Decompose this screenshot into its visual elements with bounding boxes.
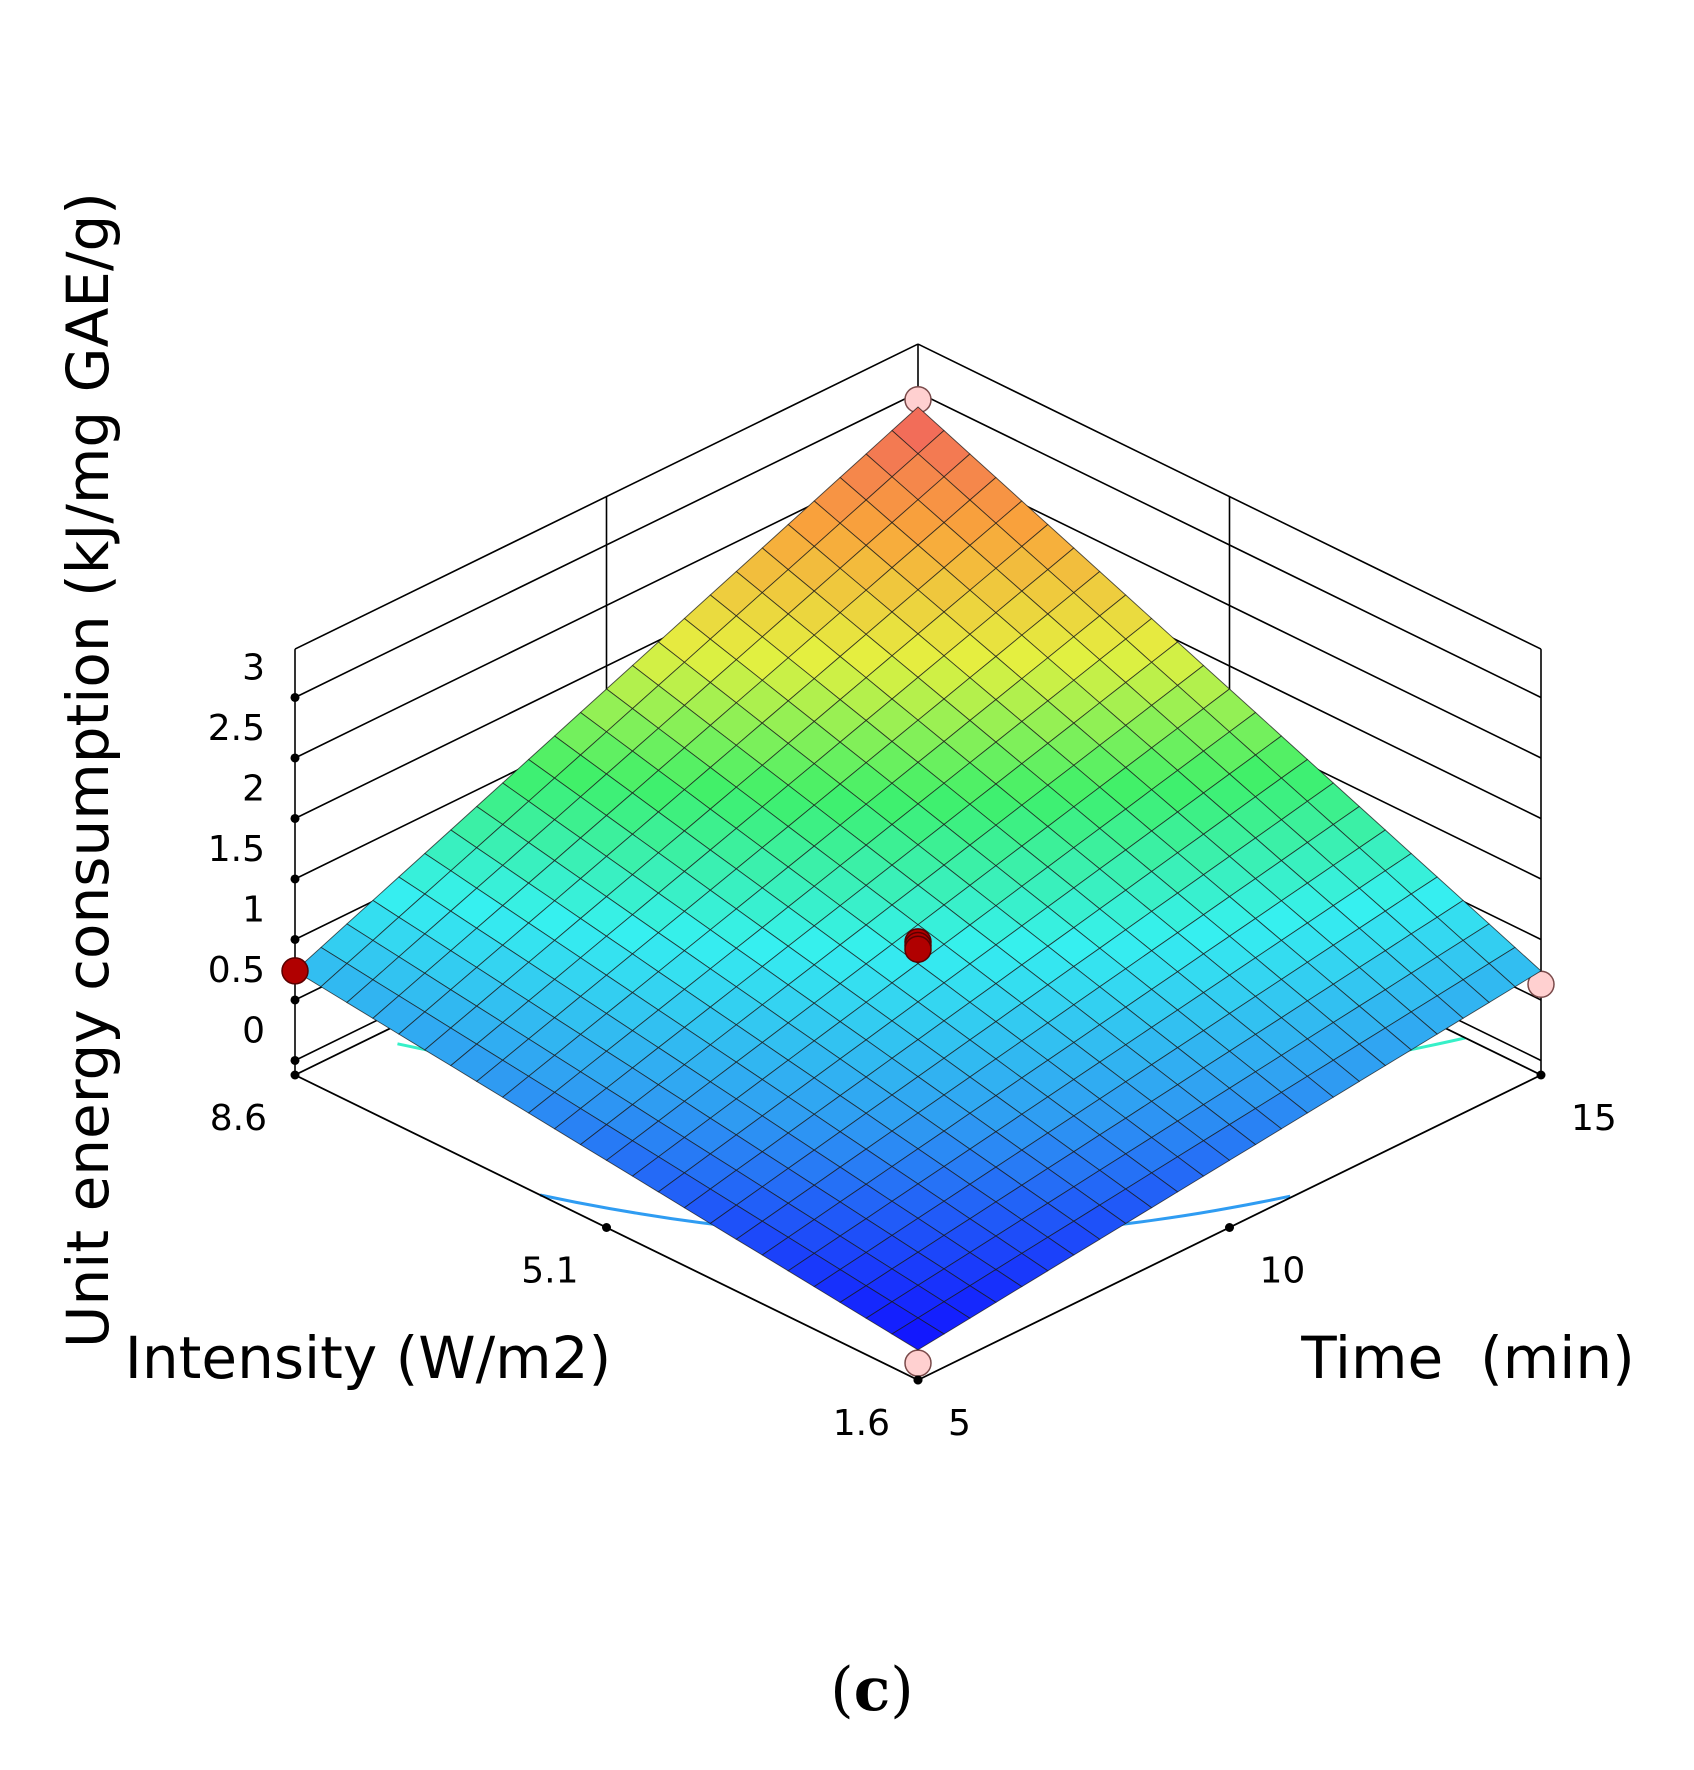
z-tick-mark-1	[290, 995, 300, 1005]
x-tick-label-2: 15	[1571, 1098, 1617, 1139]
z-tick-label-0: 0	[242, 1010, 265, 1051]
x-tick-label-1: 10	[1260, 1251, 1306, 1292]
z-tick-label-2: 1	[242, 889, 265, 930]
y-tick-mark-2	[290, 1070, 300, 1080]
figure-caption: (c)	[830, 1655, 913, 1725]
x-axis-title: Time (min)	[1300, 1324, 1634, 1392]
z-tick-label-6: 3	[242, 647, 265, 688]
z-tick-mark-2	[290, 934, 300, 944]
caption-letter: c	[854, 1655, 891, 1725]
design-points-above	[281, 928, 932, 985]
design-points-below	[904, 385, 1555, 1377]
z-tick-mark-0	[290, 1055, 300, 1065]
caption-open: (	[830, 1655, 853, 1725]
response-surface	[294, 406, 1542, 1351]
y-axis-title: Intensity (W/m2)	[125, 1324, 611, 1392]
x-tick-mark-1	[1225, 1223, 1234, 1232]
z-tick-mark-4	[290, 813, 300, 823]
y-tick-label-0: 1.6	[833, 1403, 890, 1444]
caption-close: )	[890, 1655, 913, 1725]
design-point-6	[904, 1349, 932, 1377]
z-tick-label-5: 2.5	[208, 708, 265, 749]
z-tick-mark-6	[290, 692, 300, 702]
y-tick-label-1: 5.1	[521, 1251, 578, 1292]
design-point-0	[281, 957, 309, 985]
z-tick-mark-3	[290, 874, 300, 884]
surface-cell	[891, 1317, 945, 1351]
z-tick-mark-5	[290, 753, 300, 763]
x-tick-mark-0	[913, 1375, 923, 1385]
axis-ticks: 0 0.5 1 1.5 2 2.5 3 1.6 5.1 8.6 5 10 15	[208, 647, 1617, 1444]
z-tick-label-3: 1.5	[208, 829, 265, 870]
y-tick-mark-1	[602, 1223, 611, 1232]
z-axis-title: Unit energy consumption (kJ/mg GAE/g)	[54, 192, 122, 1348]
design-point-3	[904, 935, 932, 963]
z-tick-label-4: 2	[242, 768, 265, 809]
z-tick-label-1: 0.5	[208, 950, 265, 991]
x-tick-label-0: 5	[948, 1403, 971, 1444]
x-tick-mark-2	[1536, 1070, 1546, 1080]
y-tick-label-2: 8.6	[210, 1098, 267, 1139]
